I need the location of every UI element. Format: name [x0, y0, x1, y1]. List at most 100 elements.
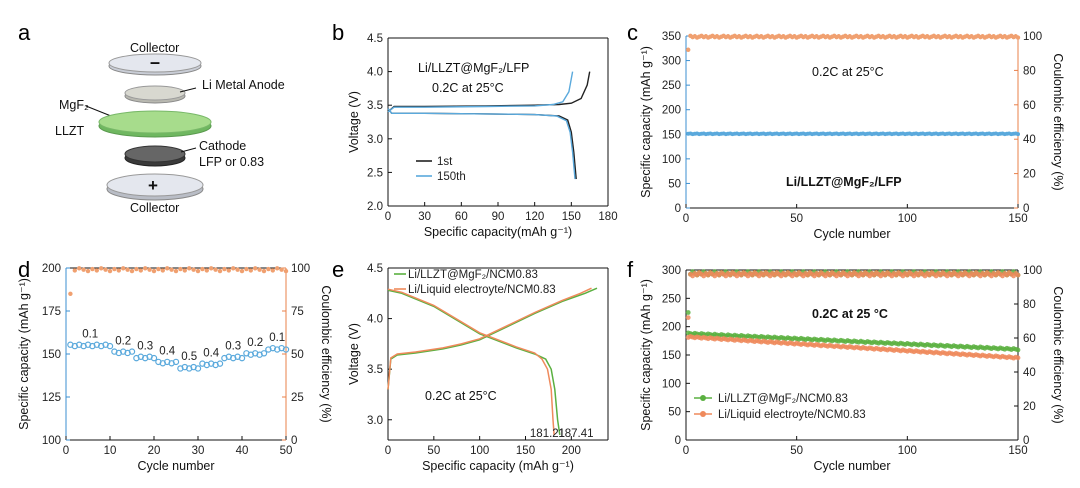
y-tick-label: 0: [675, 203, 681, 215]
annotation-c-cell: Li/LLZT@MgF₂/LFP: [786, 175, 902, 189]
chart-d: 0 10 20 30 40 50 100 125 150 175 200 0 25 50 75 100 Coul…: [17, 263, 333, 473]
efficiency-point: [239, 268, 245, 274]
y-tick-label: 300: [662, 265, 681, 277]
efficiency-point: [151, 268, 157, 274]
x-axis-label: Cycle number: [813, 459, 890, 473]
y-axis-label: Specific capacity (mAh g⁻¹): [639, 46, 653, 198]
capacity-point: [194, 365, 202, 372]
y-axis-label: Voltage (V): [347, 91, 361, 153]
efficiency-point: [209, 266, 214, 271]
x-axis-label: Specific capacity (mAh g⁻¹): [422, 459, 574, 473]
y2-tick-label: 60: [1023, 333, 1036, 345]
chart-e: 0 50 100 150 200 3.0 3.5 4.0 4.5 Specific capacit…: [347, 263, 609, 473]
efficiency-point: [178, 266, 183, 272]
legend-label: 1st: [437, 156, 453, 168]
y-tick-label: 350: [662, 31, 681, 43]
capacity-point: [282, 346, 290, 353]
x-axis-label: Specific capacity(mAh g⁻¹): [424, 225, 572, 239]
x-tick-label: 30: [192, 445, 205, 457]
x-tick-label: 100: [898, 445, 917, 457]
y-tick-label: 200: [42, 263, 61, 275]
efficiency-point: [116, 268, 122, 273]
annotation-c-rate: 0.2C at 25°C: [812, 65, 884, 79]
y2-tick-label: 60: [1023, 100, 1036, 112]
legend-label: Li/Liquid electroyte/NCM0.83: [718, 409, 866, 421]
x-axis-label: Cycle number: [813, 227, 890, 241]
efficiency-point: [85, 268, 91, 274]
y2-tick-label: 20: [1023, 401, 1036, 413]
efficiency-point: [147, 267, 152, 272]
y-tick-label: 175: [42, 306, 61, 318]
y-tick-label: 3.0: [367, 134, 383, 146]
series-line-charge: [387, 287, 598, 390]
capacity-point: [1016, 132, 1020, 137]
capacity-point: [238, 354, 246, 362]
x-tick-label: 100: [898, 213, 917, 225]
y2-tick-label: 80: [1023, 299, 1036, 311]
rate-label: 0.3: [137, 340, 153, 352]
x-tick-label: 40: [236, 445, 249, 457]
efficiency-point: [257, 267, 262, 272]
rate-label: 0.1: [82, 328, 98, 340]
y-tick-label: 100: [42, 435, 61, 447]
y2-axis-label: Coulombic efficiency (%): [1051, 53, 1065, 190]
efficiency-point: [182, 268, 187, 273]
efficiency-point: [143, 266, 148, 271]
y2-tick-label: 20: [1023, 169, 1036, 181]
cathode-disc: [124, 145, 186, 167]
efficiency-point: [261, 268, 267, 274]
y2-tick-label: 0: [291, 435, 297, 447]
x-tick-label: 50: [790, 445, 803, 457]
y-tick-label: 0: [675, 435, 681, 447]
panel-letter-e: e: [332, 257, 344, 282]
panel-a: a Collector – Li Metal Anode MgF₂ LLZT C…: [18, 20, 285, 215]
series-line-discharge: [387, 288, 555, 435]
y-tick-label: 250: [662, 293, 681, 305]
efficiency-point: [213, 267, 218, 272]
efficiency-point: [173, 268, 179, 274]
y-tick-label: 2.5: [367, 167, 383, 179]
efficiency-point: [270, 268, 275, 273]
efficiency-point: [191, 267, 196, 272]
x-tick-label: 50: [427, 445, 440, 457]
efficiency-point: [253, 266, 258, 271]
y2-tick-label: 100: [1023, 265, 1042, 277]
x-tick-label: 50: [790, 213, 803, 225]
x-tick-label: 150: [562, 211, 581, 223]
label-llzt: LLZT: [55, 124, 85, 138]
efficiency-point: [103, 267, 108, 272]
efficiency-point: [112, 266, 117, 272]
collector-bottom-disc: +: [106, 173, 204, 201]
capacity-point: [260, 350, 268, 357]
llzt-disc: [98, 110, 212, 138]
y-tick-label: 4.5: [367, 263, 383, 275]
efficiency-point: [222, 266, 227, 272]
y-tick-label: 125: [42, 392, 61, 404]
capacity-point: [172, 358, 180, 366]
x-tick-label: 20: [148, 445, 161, 457]
y-tick-label: 50: [668, 178, 681, 190]
x-tick-label: 60: [455, 211, 468, 223]
label-li-anode: Li Metal Anode: [202, 78, 285, 92]
efficiency-point: [72, 268, 78, 273]
legend-label: Li/Liquid electroyte/NCM0.83: [408, 284, 556, 296]
panel-letter-d: d: [18, 257, 30, 282]
efficiency-point: [129, 268, 135, 274]
y-tick-label: 300: [662, 56, 681, 68]
efficiency-point: [165, 266, 170, 271]
rate-label: 0.2: [247, 337, 263, 349]
y-tick-label: 200: [662, 322, 681, 334]
series-line-discharge: [387, 108, 576, 180]
legend-label: Li/LLZT@MgF₂/NCM0.83: [718, 393, 848, 405]
efficiency-point: [217, 268, 223, 274]
x-tick-label: 120: [525, 211, 544, 223]
efficiency-point: [1015, 272, 1021, 278]
label-collector-bottom: Collector: [130, 201, 179, 215]
y-tick-label: 2.0: [367, 201, 383, 213]
y2-tick-label: 40: [1023, 134, 1036, 146]
panel-letter-c: c: [627, 20, 638, 45]
efficiency-point: [156, 266, 161, 272]
label-cathode: Cathode: [199, 139, 246, 153]
x-tick-label: 150: [1008, 445, 1027, 457]
